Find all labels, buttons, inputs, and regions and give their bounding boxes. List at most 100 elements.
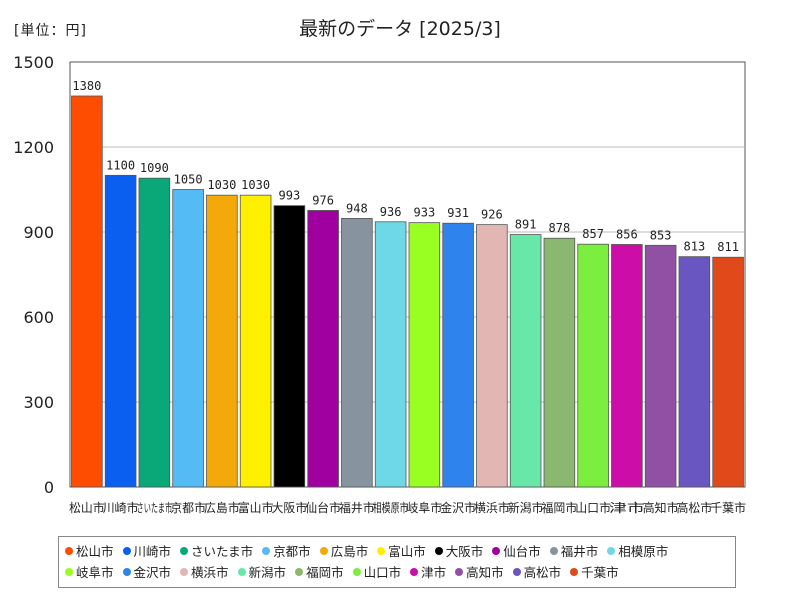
bar <box>273 205 306 488</box>
x-tick-label: 高知市 <box>643 500 679 515</box>
legend-swatch <box>65 546 73 555</box>
legend-entry: 高松市 <box>512 561 561 582</box>
y-tick-label: 300 <box>23 393 54 412</box>
x-tick-label: 富山市 <box>238 500 274 515</box>
data-label: 926 <box>481 208 503 222</box>
legend-swatch <box>549 546 558 555</box>
data-label: 856 <box>616 227 638 241</box>
legend-label: 大阪市 <box>445 544 484 559</box>
legend-entry: 横浜市 <box>180 561 229 582</box>
bar <box>644 244 677 488</box>
data-label: 891 <box>515 218 537 232</box>
bar <box>476 224 508 488</box>
y-tick-label: 600 <box>23 308 54 327</box>
x-tick-label: 高松市 <box>677 500 713 515</box>
legend-label: 川崎市 <box>133 544 172 559</box>
x-tick-label: 福岡市 <box>542 500 578 515</box>
legend-swatch <box>434 546 443 555</box>
legend-label: 京都市 <box>273 544 311 559</box>
legend-swatch <box>512 567 521 576</box>
x-tick-label: 津市 <box>609 500 645 515</box>
legend-entry: 松山市 <box>65 540 114 561</box>
data-label: 857 <box>582 227 604 241</box>
legend-entry: 川崎市 <box>122 540 172 561</box>
data-label: 1030 <box>207 178 236 192</box>
x-tick-label: 大阪市 <box>272 500 308 515</box>
unit-label: [単位：円] <box>14 23 87 39</box>
bar <box>206 194 238 488</box>
legend-label: 千葉市 <box>581 565 619 580</box>
legend-entry: 広島市 <box>319 540 369 561</box>
legend-swatch <box>492 546 501 555</box>
data-label: 813 <box>684 240 706 254</box>
legend-swatch <box>607 546 616 555</box>
legend-swatch <box>352 567 361 576</box>
legend-entry: 金沢市 <box>122 561 171 582</box>
legend-swatch <box>377 546 386 555</box>
y-tick-label: 900 <box>23 223 54 242</box>
x-tick-label: 京都市 <box>170 500 206 515</box>
legend-swatch <box>410 567 419 576</box>
legend-entry: 岐阜市 <box>65 561 114 582</box>
x-tick-label: さいたま市 <box>137 500 173 515</box>
x-tick-label: 横浜市 <box>474 500 510 515</box>
data-label: 853 <box>650 228 672 242</box>
legend-entry: 福井市 <box>549 540 598 561</box>
bar <box>172 189 204 488</box>
legend-label: 相模原市 <box>618 544 669 559</box>
y-tick-label: 1500 <box>13 53 54 72</box>
legend-swatch <box>237 567 246 576</box>
legend-swatch <box>180 567 189 576</box>
x-tick-label: 岐阜市 <box>407 500 443 515</box>
data-label: 993 <box>279 189 301 203</box>
chart-title: 最新のデータ [2025/3] <box>299 18 501 40</box>
legend-label: 新潟市 <box>248 565 287 580</box>
legend-swatch <box>319 546 328 555</box>
bar <box>577 243 609 488</box>
bar <box>104 174 137 488</box>
bar <box>71 95 103 488</box>
data-label: 1380 <box>72 79 101 93</box>
bar <box>442 222 474 488</box>
y-tick-label: 0 <box>44 478 54 497</box>
plot-area <box>69 61 746 488</box>
legend: 松山市 川崎市 さいたま市 京都市 広島市 富山市 大阪市 仙台市 福井市 相模原市岐阜市 金沢市 横… <box>58 536 736 588</box>
legend-entry: 千葉市 <box>570 561 619 582</box>
legend-label: 津市 <box>421 565 447 580</box>
legend-label: 仙台市 <box>503 544 541 559</box>
x-tick-label: 川崎市 <box>103 500 139 515</box>
legend-label: 広島市 <box>330 544 369 559</box>
x-tick-label: 仙台市 <box>305 500 341 515</box>
bar <box>307 210 339 488</box>
legend-label: 福岡市 <box>306 565 344 580</box>
data-label: 811 <box>717 240 739 254</box>
x-tick-label: 千葉市 <box>710 500 746 515</box>
data-label: 933 <box>414 206 436 220</box>
legend-label: 松山市 <box>76 544 114 559</box>
data-label: 948 <box>346 201 368 215</box>
bar <box>543 237 576 488</box>
data-label: 936 <box>380 205 402 219</box>
bar <box>509 234 542 488</box>
bar <box>239 194 272 488</box>
x-tick-label: 金沢市 <box>440 500 476 515</box>
bar <box>611 244 643 488</box>
legend-entry: 新潟市 <box>237 561 287 582</box>
legend-swatch <box>570 567 579 576</box>
x-tick-label: 広島市 <box>204 500 240 515</box>
legend-entry: さいたま市 <box>180 540 253 561</box>
data-label: 976 <box>312 193 334 207</box>
legend-swatch <box>65 567 73 576</box>
legend-swatch <box>122 546 131 555</box>
data-label: 1030 <box>241 178 270 192</box>
legend-label: 富山市 <box>388 544 426 559</box>
legend-swatch <box>122 567 131 576</box>
legend-label: 高知市 <box>466 565 504 580</box>
legend-entry: 京都市 <box>262 540 311 561</box>
legend-entry: 福岡市 <box>295 561 344 582</box>
bar <box>341 217 373 488</box>
legend-swatch <box>295 567 304 576</box>
legend-label: 山口市 <box>363 565 402 580</box>
legend-label: 岐阜市 <box>76 565 114 580</box>
legend-entry: 山口市 <box>352 561 402 582</box>
